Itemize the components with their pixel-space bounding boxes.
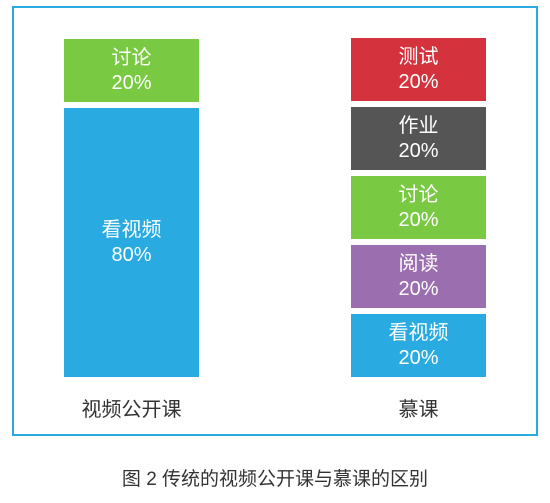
segment-homework: 作业 20%	[351, 107, 486, 170]
segment-label: 阅读	[399, 252, 439, 277]
axis-label-open-course: 视频公开课	[64, 393, 199, 433]
segment-value: 20%	[398, 208, 438, 233]
segment-value: 20%	[111, 71, 151, 96]
figure-caption: 图 2 传统的视频公开课与慕课的区别	[0, 464, 550, 491]
chart-container: 看视频 80% 讨论 20% 看视频 20% 阅读 20% 讨论 20% 作业	[12, 6, 538, 436]
bar-group-open-course: 看视频 80% 讨论 20%	[64, 39, 199, 383]
segment-test: 测试 20%	[351, 38, 486, 101]
segment-value: 20%	[398, 139, 438, 164]
segment-watch-video: 看视频 20%	[351, 314, 486, 377]
segment-value: 20%	[398, 70, 438, 95]
segment-value: 20%	[398, 346, 438, 371]
segment-discussion: 讨论 20%	[351, 176, 486, 239]
segment-reading: 阅读 20%	[351, 245, 486, 308]
segment-label: 测试	[399, 45, 439, 70]
segment-discussion: 讨论 20%	[64, 39, 199, 102]
axis-label-mooc: 慕课	[351, 393, 486, 433]
segment-label: 作业	[399, 114, 439, 139]
segment-label: 看视频	[389, 321, 449, 346]
segment-value: 80%	[111, 243, 151, 268]
segment-watch-video: 看视频 80%	[64, 108, 199, 377]
axis-labels: 视频公开课 慕课	[14, 383, 536, 433]
bar-group-mooc: 看视频 20% 阅读 20% 讨论 20% 作业 20% 测试 20%	[351, 38, 486, 383]
chart-area: 看视频 80% 讨论 20% 看视频 20% 阅读 20% 讨论 20% 作业	[14, 8, 536, 383]
segment-label: 讨论	[112, 46, 152, 71]
segment-label: 讨论	[399, 183, 439, 208]
segment-value: 20%	[398, 277, 438, 302]
segment-label: 看视频	[102, 218, 162, 243]
